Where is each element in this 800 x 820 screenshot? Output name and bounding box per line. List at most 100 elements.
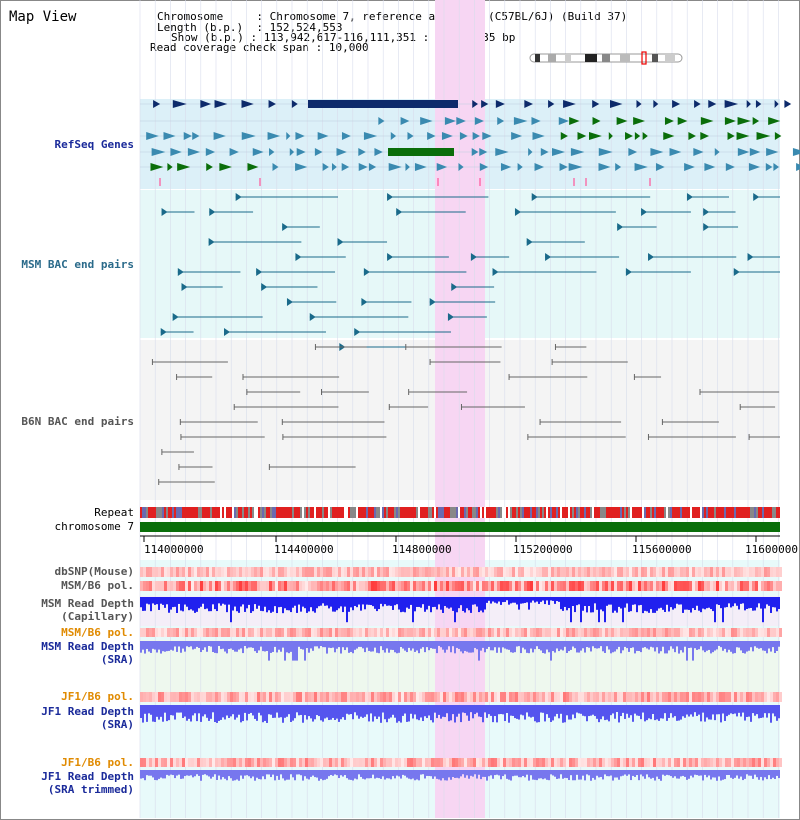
repeat-segment [556,507,558,518]
dbsnp-cell [407,567,410,577]
gene-exon [727,132,735,140]
jf1-b6-pol-2-cell [596,758,599,767]
jf1-depth-trim-bar [734,770,736,778]
track-label-dbsnp[interactable]: dbSNP(Mouse) [54,565,134,578]
msm-depth-sra-bar [382,641,384,651]
track-label-msm-b6-pol-2[interactable]: MSM/B6 pol. [61,626,134,639]
jf1-depth-trim-bar [178,770,180,775]
track-label-jf1-b6-pol-1[interactable]: JF1/B6 pol. [61,690,134,703]
repeat-segment [558,507,560,518]
gene-exon [653,100,659,108]
track-label-jf1-depth-trim-1[interactable]: JF1 Read Depth [41,770,134,783]
jf1-depth-trim-bar [304,770,306,777]
jf1-depth-sra-bar [212,705,214,713]
jf1-b6-pol-2-cell [170,758,173,767]
msm-b6-pol-2-cell [251,628,254,637]
track-label-chromosome[interactable]: chromosome 7 [54,520,134,533]
track-label-msm-depth-sra-1[interactable]: MSM Read Depth [41,640,134,653]
jf1-depth-trim-bar [622,770,624,776]
track-label-msm-b6-pol-1[interactable]: MSM/B6 pol. [61,579,134,592]
jf1-b6-pol-cell [332,692,335,702]
msm-b6-pol-2-cell [398,628,401,637]
msm-depth-sra-bar [250,641,252,648]
gene-exon [341,132,351,140]
track-label-jf1-depth-sra-1[interactable]: JF1 Read Depth [41,705,134,718]
jf1-depth-sra-bar [220,705,222,720]
msm-depth-cap-bar [576,597,578,606]
jf1-depth-trim-bar [490,770,492,776]
jf1-depth-trim-bar [618,770,620,780]
jf1-depth-sra-bar [758,705,760,719]
msm-depth-sra-bar [332,641,334,648]
msm-b6-pol-cell [500,581,503,591]
jf1-b6-pol-cell [677,692,680,702]
jf1-depth-sra-bar [336,705,338,719]
jf1-b6-pol-cell [713,692,716,702]
repeat-segment [482,507,484,518]
jf1-b6-pol-cell [551,692,554,702]
track-label-msm-bac[interactable]: MSM BAC end pairs [21,258,134,271]
jf1-depth-sra-bar [394,705,396,718]
msm-depth-cap-bar [508,597,510,605]
repeat-segment [560,507,562,518]
gene-exon [241,132,256,140]
jf1-depth-sra-bar [542,705,544,713]
msm-depth-cap-bar [624,597,626,608]
track-label-jf1-b6-pol-2[interactable]: JF1/B6 pol. [61,756,134,769]
jf1-depth-trim-bar [422,770,424,775]
jf1-b6-pol-2-cell [623,758,626,767]
jf1-b6-pol-cell [437,692,440,702]
jf1-b6-pol-cell [260,692,263,702]
jf1-depth-trim-bar [324,770,326,780]
msm-b6-pol-2-cell [206,628,209,637]
jf1-depth-trim-bar [452,770,454,778]
repeat-segment [404,507,406,518]
msm-b6-pol-cell [743,581,746,591]
repeat-segment [658,507,660,518]
track-label-refseq[interactable]: RefSeq Genes [54,138,134,151]
track-label-msm-depth-cap-1[interactable]: MSM Read Depth [41,597,134,610]
repeat-segment [566,507,568,518]
msm-depth-sra-bar [456,641,458,648]
msm-depth-sra-bar [474,641,476,648]
msm-depth-cap-bar [236,597,238,612]
msm-b6-pol-2-cell [152,628,155,637]
jf1-b6-pol-2-cell [611,758,614,767]
jf1-b6-pol-2-cell [371,758,374,767]
msm-depth-cap-bar [712,597,714,612]
jf1-b6-pol-cell [527,692,530,702]
gene-exon [314,148,323,156]
jf1-depth-sra-bar [316,705,318,716]
jf1-b6-pol-cell [554,692,557,702]
jf1-b6-pol-cell [524,692,527,702]
repeat-segment [330,507,332,518]
jf1-depth-trim-bar [354,770,356,779]
jf1-b6-pol-cell [188,692,191,702]
repeat-segment [162,507,164,518]
msm-b6-pol-2-cell [707,628,710,637]
msm-depth-sra-bar [308,641,310,653]
jf1-b6-pol-cell [341,692,344,702]
dbsnp-cell [212,567,215,577]
msm-b6-pol-2-cell [371,628,374,637]
msm-b6-pol-cell [707,581,710,591]
gene-exon [704,163,716,171]
ideogram-band [620,54,630,62]
jf1-depth-trim-bar [580,770,582,780]
jf1-depth-sra-bar [250,705,252,713]
msm-b6-pol-2-cell [239,628,242,637]
jf1-depth-trim-bar [386,770,388,779]
track-label-b6n-bac[interactable]: B6N BAC end pairs [21,415,134,428]
msm-b6-pol-cell [494,581,497,591]
msm-b6-pol-2-cell [413,628,416,637]
jf1-b6-pol-cell [446,692,449,702]
jf1-depth-sra-bar [528,705,530,717]
dbsnp-cell [440,567,443,577]
msm-depth-sra-bar [230,641,232,649]
jf1-depth-trim-bar [576,770,578,775]
msm-depth-cap-bar [722,597,724,623]
msm-b6-pol-cell [470,581,473,591]
msm-depth-sra-bar [162,641,164,652]
track-label-repeat[interactable]: Repeat [94,506,134,519]
